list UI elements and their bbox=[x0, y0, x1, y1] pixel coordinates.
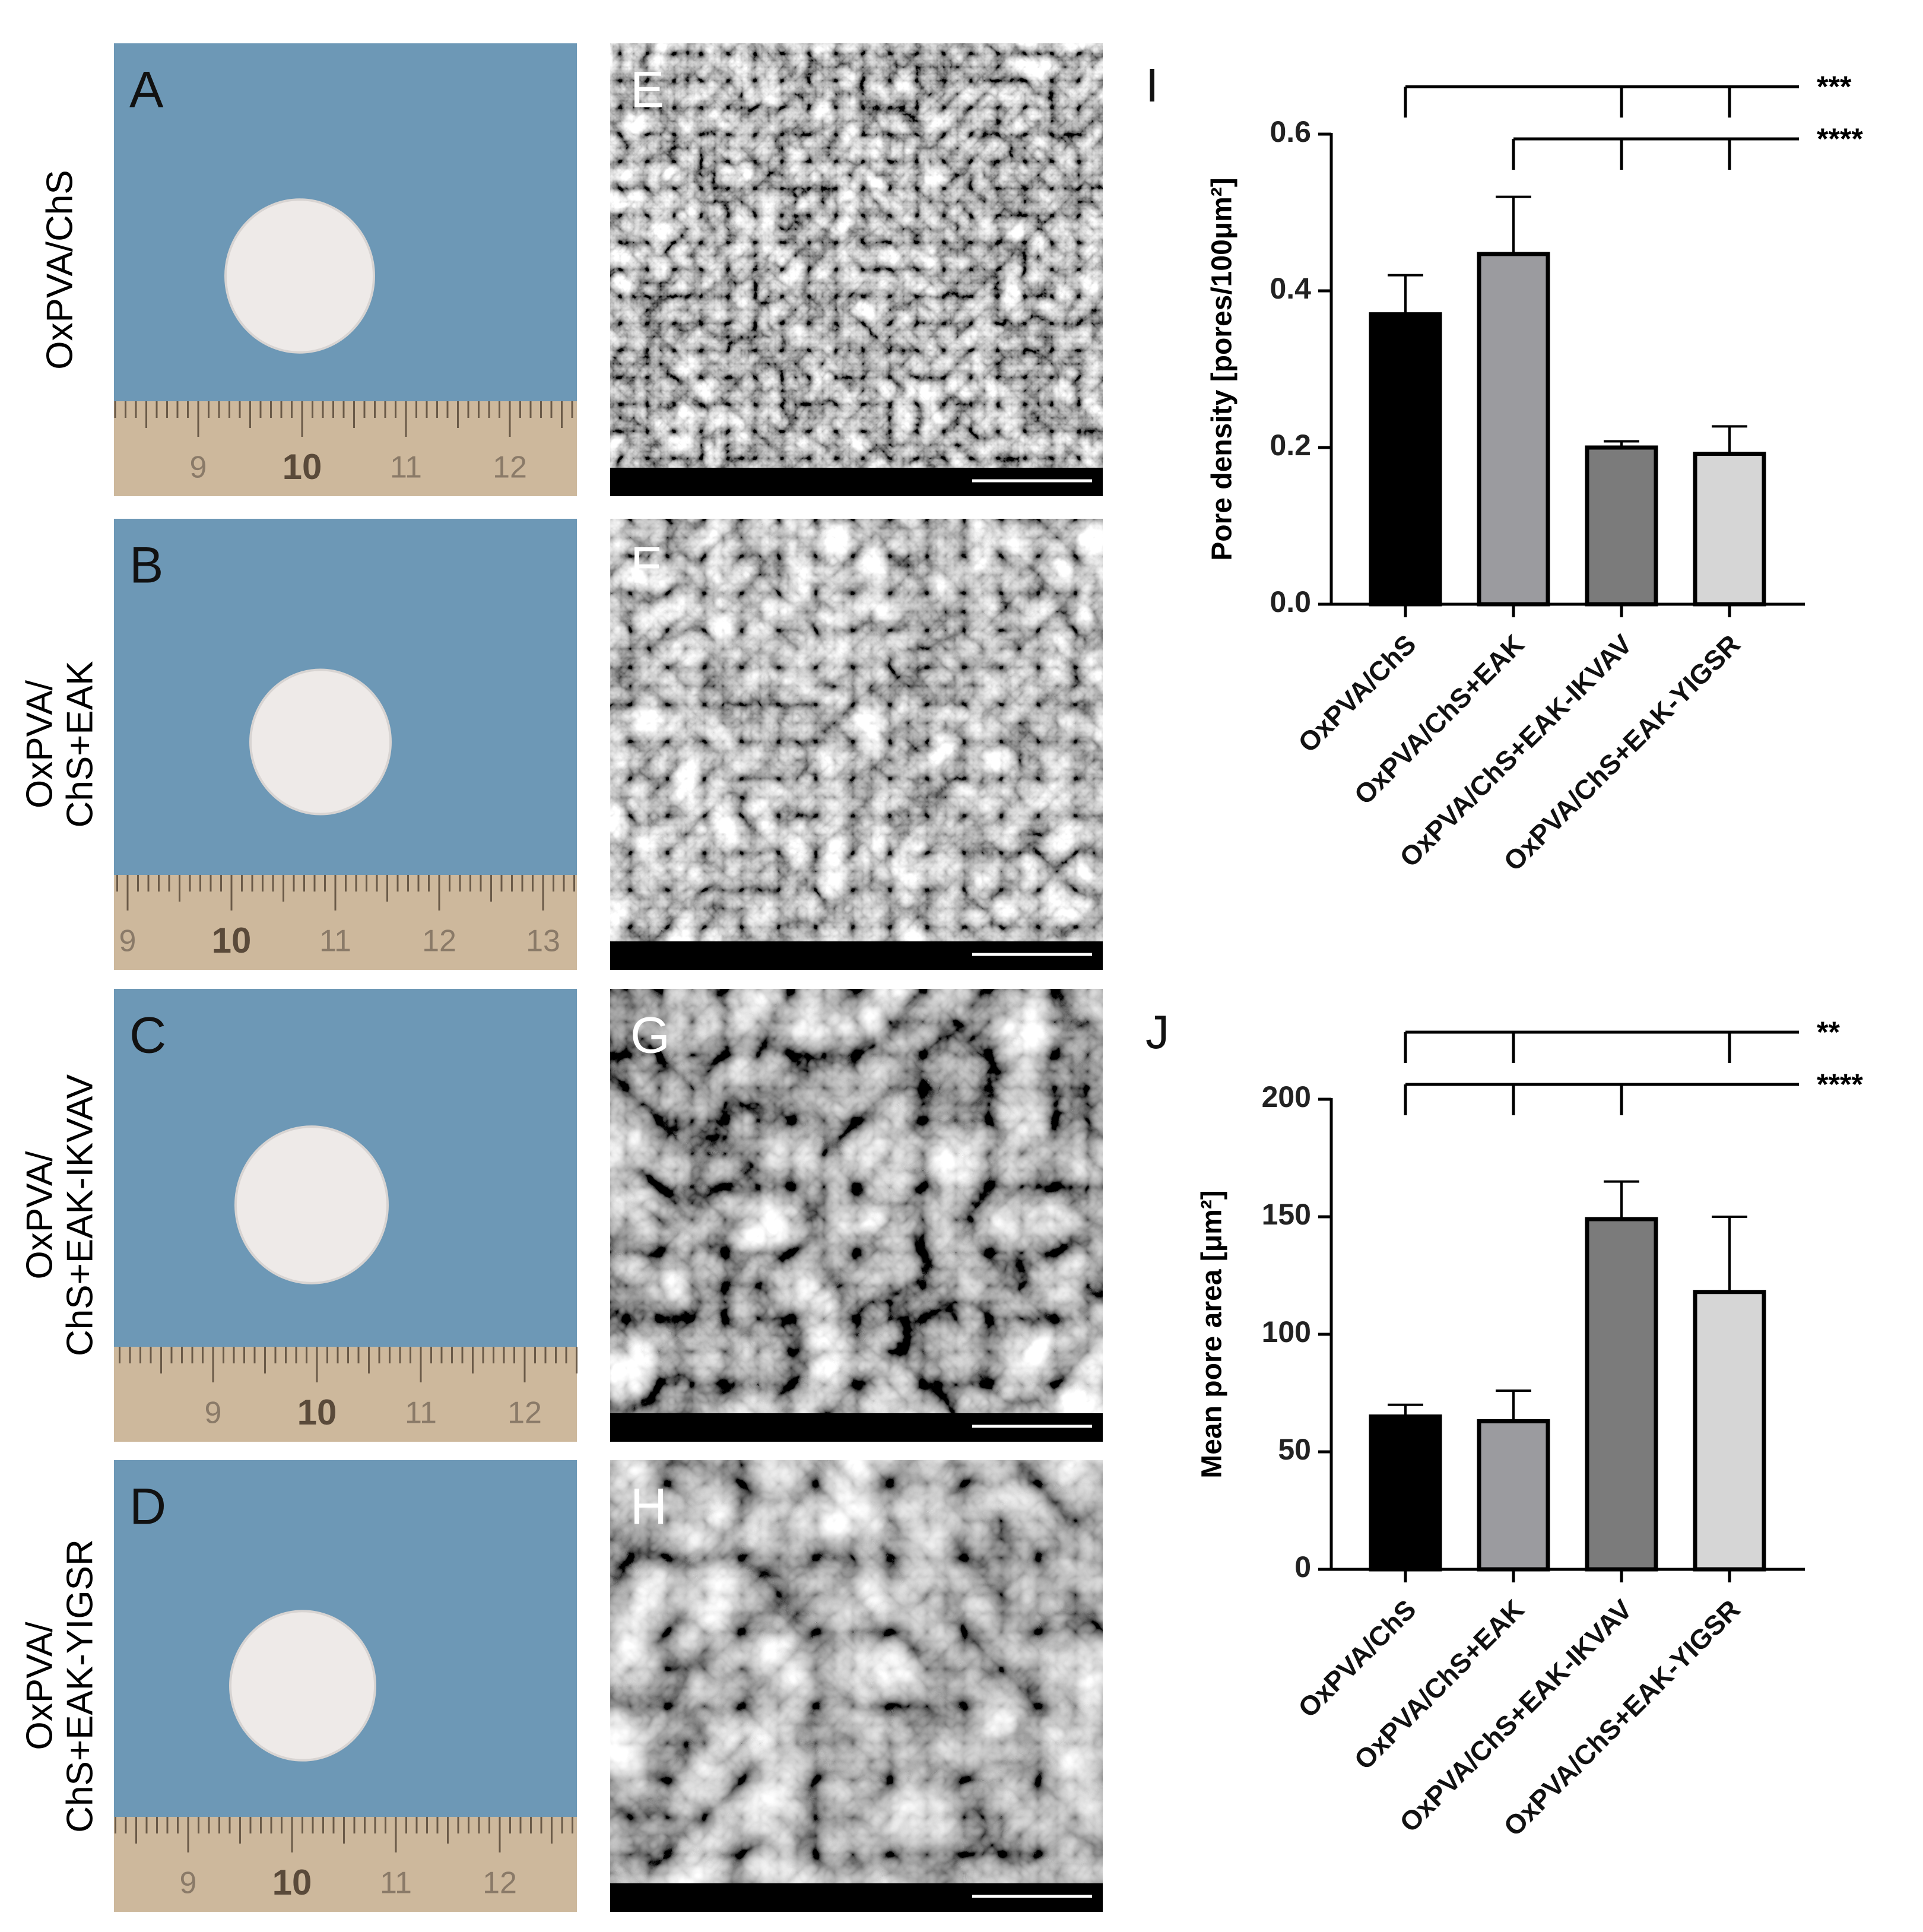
ruler bbox=[114, 1347, 577, 1442]
bar bbox=[1477, 252, 1550, 607]
y-tick-label: 0.0 bbox=[1270, 585, 1311, 618]
panel-letter: F bbox=[630, 537, 662, 594]
ruler-number: 12 bbox=[507, 1396, 542, 1430]
bar bbox=[1369, 1414, 1442, 1572]
row-label: ChS+EAK bbox=[59, 661, 100, 828]
ruler-number: 10 bbox=[272, 1863, 312, 1902]
row-label: OxPVA/ bbox=[19, 1622, 60, 1750]
panel-letter: E bbox=[630, 62, 664, 119]
y-tick-label: 200 bbox=[1262, 1080, 1311, 1113]
ruler-number: 11 bbox=[380, 1866, 412, 1901]
panel-letter: G bbox=[630, 1007, 670, 1064]
scaffold-disc bbox=[229, 1610, 376, 1762]
panel-letter: D bbox=[129, 1479, 166, 1536]
bar bbox=[1477, 1419, 1550, 1572]
y-tick-label: 100 bbox=[1262, 1315, 1311, 1349]
panel-letter: J bbox=[1145, 1005, 1169, 1058]
row-label: OxPVA/ bbox=[19, 1151, 60, 1280]
significance-label: **** bbox=[1817, 122, 1863, 156]
ruler-number: 12 bbox=[422, 924, 456, 959]
bar bbox=[1369, 312, 1442, 607]
panel-letter: B bbox=[129, 537, 163, 594]
panel-letter: H bbox=[630, 1479, 667, 1536]
row-label: OxPVA/ bbox=[19, 680, 60, 808]
bar bbox=[1585, 445, 1658, 607]
significance-label: **** bbox=[1817, 1068, 1863, 1101]
significance-label: ** bbox=[1817, 1016, 1840, 1049]
ruler-number: 10 bbox=[212, 921, 252, 960]
ruler-number: 12 bbox=[493, 451, 527, 485]
ruler-number: 11 bbox=[405, 1396, 437, 1430]
sem-image bbox=[610, 989, 1103, 1442]
bar bbox=[1585, 1217, 1658, 1572]
ruler-number: 11 bbox=[390, 451, 422, 485]
ruler-number: 11 bbox=[319, 924, 351, 959]
scaffold-disc bbox=[249, 668, 392, 816]
sem-image bbox=[610, 1460, 1103, 1912]
panel-letter: I bbox=[1145, 59, 1159, 112]
ruler-number: 9 bbox=[180, 1866, 197, 1901]
row-label: ChS+EAK-IKVAV bbox=[59, 1074, 100, 1356]
ruler-number: 9 bbox=[119, 924, 137, 959]
bar bbox=[1693, 452, 1766, 607]
y-tick-label: 0.4 bbox=[1270, 272, 1311, 305]
ruler-number: 10 bbox=[283, 447, 322, 487]
significance-label: *** bbox=[1817, 70, 1852, 103]
panel-letter: A bbox=[129, 62, 164, 119]
ruler-number: 9 bbox=[190, 451, 207, 485]
ruler-number: 13 bbox=[526, 924, 560, 959]
y-tick-label: 0.2 bbox=[1270, 429, 1311, 462]
row-label: OxPVA/ChS bbox=[39, 170, 80, 370]
ruler-number: 9 bbox=[205, 1396, 222, 1430]
y-axis-label: Pore density [pores/100μm²] bbox=[1207, 177, 1238, 561]
sem-image bbox=[610, 43, 1103, 496]
y-tick-label: 0.6 bbox=[1270, 115, 1311, 148]
y-tick-label: 50 bbox=[1278, 1433, 1311, 1466]
panel-letter: C bbox=[129, 1007, 166, 1064]
y-tick-label: 0 bbox=[1294, 1550, 1311, 1584]
ruler-number: 12 bbox=[483, 1866, 517, 1901]
bar bbox=[1693, 1290, 1766, 1572]
sem-image bbox=[610, 519, 1103, 970]
y-axis-label: Mean pore area [μm²] bbox=[1197, 1190, 1228, 1478]
row-label: ChS+EAK-YIGSR bbox=[59, 1539, 100, 1832]
scaffold-disc bbox=[234, 1125, 389, 1284]
scaffold-disc bbox=[224, 198, 375, 354]
ruler-number: 10 bbox=[297, 1392, 337, 1432]
y-tick-label: 150 bbox=[1262, 1198, 1311, 1231]
